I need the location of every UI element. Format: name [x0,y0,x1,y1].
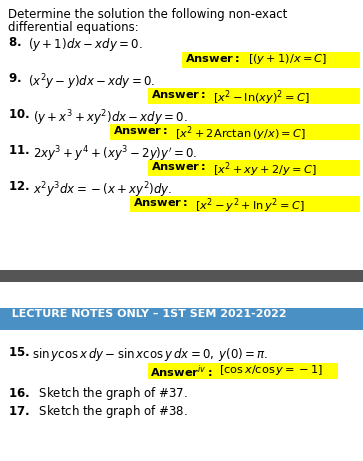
Text: $(y + x^3 + xy^2)dx - xdy = 0.$: $(y + x^3 + xy^2)dx - xdy = 0.$ [33,108,188,128]
Text: $\mathbf{Answer:}$: $\mathbf{Answer:}$ [113,124,168,136]
Text: $2xy^3 + y^4 + (xy^3 - 2y)y' = 0.$: $2xy^3 + y^4 + (xy^3 - 2y)y' = 0.$ [33,144,197,164]
Text: $\mathbf{Answer:}$: $\mathbf{Answer:}$ [185,52,240,64]
Bar [148,160,360,176]
Bar [110,124,360,140]
Bar [182,52,360,68]
Text: $[x^2 - y^2 + \ln y^2 = C]$: $[x^2 - y^2 + \ln y^2 = C]$ [195,196,305,215]
Text: $\mathbf{12.}$: $\mathbf{12.}$ [8,180,30,193]
Text: $\mathbf{Answer:}$: $\mathbf{Answer:}$ [151,160,206,172]
Text: differential equations:: differential equations: [8,21,139,34]
Bar [148,88,360,104]
Text: $\mathbf{9.}$: $\mathbf{9.}$ [8,72,21,85]
Text: $(y + 1)dx - xdy = 0.$: $(y + 1)dx - xdy = 0.$ [28,36,143,53]
Text: $[x^2 + 2\mathrm{Arctan}\,(y/x) = C]$: $[x^2 + 2\mathrm{Arctan}\,(y/x) = C]$ [175,124,306,142]
Text: $\sin y \cos x\, dy - \sin x \cos y\, dx = 0,\; y(0) = \pi.$: $\sin y \cos x\, dy - \sin x \cos y\, dx… [32,346,268,363]
Text: $\mathbf{15.}$: $\mathbf{15.}$ [8,346,30,359]
Bar [130,196,360,212]
Text: $x^2y^3dx = -(x + xy^2)dy.$: $x^2y^3dx = -(x + xy^2)dy.$ [33,180,172,200]
Text: $[x^2 + xy + 2/y = C]$: $[x^2 + xy + 2/y = C]$ [213,160,317,178]
Text: $\mathbf{Answer}^{iv}\mathbf{:}$: $\mathbf{Answer}^{iv}\mathbf{:}$ [150,363,212,379]
Text: $[x^2 - \ln (xy)^2 = C]$: $[x^2 - \ln (xy)^2 = C]$ [213,88,310,106]
Text: $[\cos x / \cos y = -1]$: $[\cos x / \cos y = -1]$ [219,363,323,377]
Text: $\mathbf{Answer:}$: $\mathbf{Answer:}$ [151,88,206,100]
Text: LECTURE NOTES ONLY – 1ST SEM 2021-2022: LECTURE NOTES ONLY – 1ST SEM 2021-2022 [4,309,287,319]
Text: $\mathbf{8.}$: $\mathbf{8.}$ [8,36,21,49]
Bar [148,363,338,379]
Bar [0,308,363,330]
Bar [0,270,363,282]
Text: $\mathbf{16.}$  Sketch the graph of #37.: $\mathbf{16.}$ Sketch the graph of #37. [8,385,188,402]
Text: $\mathbf{Answer:}$: $\mathbf{Answer:}$ [133,196,188,208]
Text: $\mathbf{11.}$: $\mathbf{11.}$ [8,144,30,157]
Text: $\mathbf{10.}$: $\mathbf{10.}$ [8,108,30,121]
Text: $\mathbf{17.}$  Sketch the graph of #38.: $\mathbf{17.}$ Sketch the graph of #38. [8,403,188,420]
Text: $[(y+1)/x = C]$: $[(y+1)/x = C]$ [248,52,327,66]
Text: $(x^2y - y)dx - xdy = 0.$: $(x^2y - y)dx - xdy = 0.$ [28,72,155,92]
Text: Determine the solution the following non-exact: Determine the solution the following non… [8,8,287,21]
